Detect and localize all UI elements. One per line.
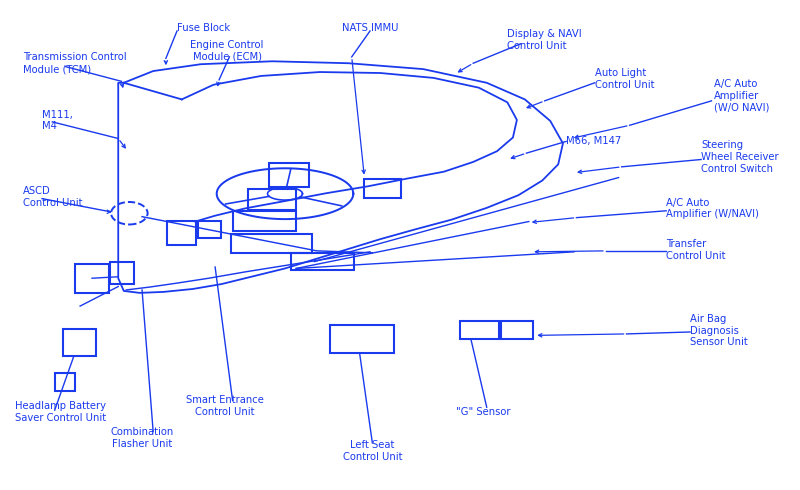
Text: M66, M147: M66, M147: [566, 136, 622, 147]
Text: Steering
Wheel Receiver
Control Switch: Steering Wheel Receiver Control Switch: [701, 141, 778, 173]
Text: Fuse Block: Fuse Block: [177, 23, 230, 32]
Bar: [54, 373, 75, 391]
Text: Headlamp Battery
Saver Control Unit: Headlamp Battery Saver Control Unit: [15, 401, 106, 423]
Text: Display & NAVI
Control Unit: Display & NAVI Control Unit: [507, 29, 582, 50]
Bar: [460, 321, 499, 339]
Text: "G" Sensor: "G" Sensor: [456, 407, 510, 417]
Text: Transfer
Control Unit: Transfer Control Unit: [666, 239, 726, 261]
Bar: [75, 264, 109, 293]
Text: M111,
M4: M111, M4: [42, 110, 73, 131]
Bar: [198, 220, 222, 238]
Text: ASCD
Control Unit: ASCD Control Unit: [23, 186, 82, 208]
Bar: [110, 262, 134, 284]
Bar: [233, 211, 296, 231]
Text: Air Bag
Diagnosis
Sensor Unit: Air Bag Diagnosis Sensor Unit: [690, 314, 748, 347]
Bar: [269, 163, 309, 187]
Text: A/C Auto
Amplifier
(W/O NAVI): A/C Auto Amplifier (W/O NAVI): [714, 79, 770, 113]
Bar: [290, 253, 354, 270]
Bar: [231, 234, 312, 253]
Bar: [365, 178, 401, 198]
Text: Combination
Flasher Unit: Combination Flasher Unit: [110, 427, 174, 449]
Text: Auto Light
Control Unit: Auto Light Control Unit: [594, 68, 654, 90]
Text: Engine Control
Module (ECM): Engine Control Module (ECM): [190, 40, 264, 61]
Text: NATS IMMU: NATS IMMU: [342, 23, 398, 32]
Bar: [249, 189, 296, 210]
Bar: [501, 321, 533, 339]
Bar: [62, 329, 96, 356]
Bar: [167, 220, 196, 245]
Text: Smart Entrance
Control Unit: Smart Entrance Control Unit: [186, 395, 263, 417]
Bar: [330, 325, 394, 353]
Text: Left Seat
Control Unit: Left Seat Control Unit: [342, 441, 402, 462]
Text: A/C Auto
Amplifier (W/NAVI): A/C Auto Amplifier (W/NAVI): [666, 197, 759, 219]
Text: Transmission Control
Module (TCM): Transmission Control Module (TCM): [23, 52, 126, 74]
